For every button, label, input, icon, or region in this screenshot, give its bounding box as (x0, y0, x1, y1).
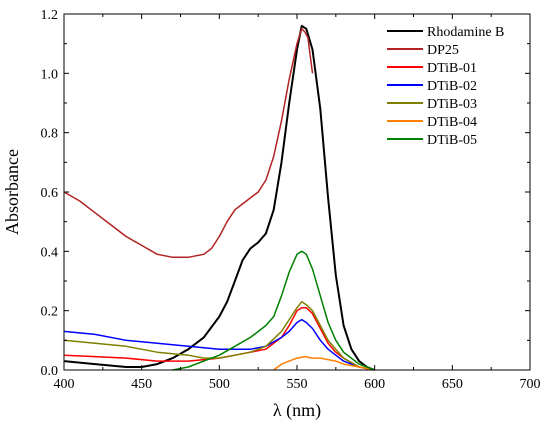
x-tick-label: 450 (131, 377, 152, 392)
y-tick-label: 1.0 (41, 67, 59, 82)
series-line-dtib-05 (172, 250, 375, 371)
legend-label-rhodamine-b: Rhodamine B (427, 25, 504, 40)
legend-label-dtib-01: DTiB-01 (427, 61, 477, 76)
x-axis-title: λ (nm) (273, 400, 321, 421)
x-tick-label: 600 (364, 377, 385, 392)
y-tick-label: 0.6 (41, 186, 59, 201)
x-axis-ticks: 400 450 500 550 600 650 700 (54, 14, 541, 392)
y-axis-title: Absorbance (2, 149, 22, 235)
y-tick-label: 0.0 (41, 364, 59, 379)
x-tick-label: 500 (209, 377, 230, 392)
legend: Rhodamine B DP25 DTiB-01 DTiB-02 DTiB-03 DTiB… (387, 25, 504, 148)
series-line-dtib-03 (63, 301, 375, 371)
y-tick-label: 0.8 (41, 127, 59, 142)
series-line-dtib-01 (63, 306, 375, 371)
legend-label-dtib-04: DTiB-04 (427, 115, 477, 130)
x-tick-label: 400 (54, 377, 75, 392)
series-layer (63, 24, 376, 371)
legend-label-dp25: DP25 (427, 43, 459, 58)
x-tick-label: 650 (442, 377, 463, 392)
x-tick-label: 700 (520, 377, 541, 392)
series-line-dtib-04 (273, 355, 375, 371)
legend-label-dtib-02: DTiB-02 (427, 79, 477, 94)
y-tick-label: 1.2 (41, 8, 59, 23)
legend-label-dtib-05: DTiB-05 (427, 133, 477, 148)
y-tick-label: 0.4 (41, 245, 59, 260)
x-tick-label: 550 (287, 377, 308, 392)
y-axis-ticks: 0.0 0.2 0.4 0.6 0.8 1.0 1.2 (41, 8, 530, 379)
legend-label-dtib-03: DTiB-03 (427, 97, 477, 112)
series-line-dtib-02 (63, 318, 375, 371)
y-tick-label: 0.2 (41, 305, 59, 320)
series-line-rhodamine-b (63, 24, 376, 371)
series-line-dp25 (63, 28, 314, 259)
